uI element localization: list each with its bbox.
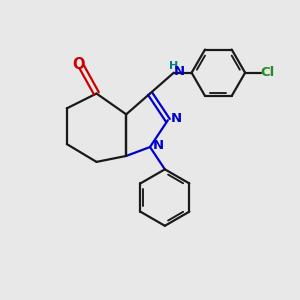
- Text: Cl: Cl: [261, 66, 275, 79]
- Text: N: N: [171, 112, 182, 125]
- Text: N: N: [153, 139, 164, 152]
- Text: N: N: [174, 65, 185, 78]
- Text: H: H: [169, 61, 178, 71]
- Text: O: O: [72, 57, 85, 72]
